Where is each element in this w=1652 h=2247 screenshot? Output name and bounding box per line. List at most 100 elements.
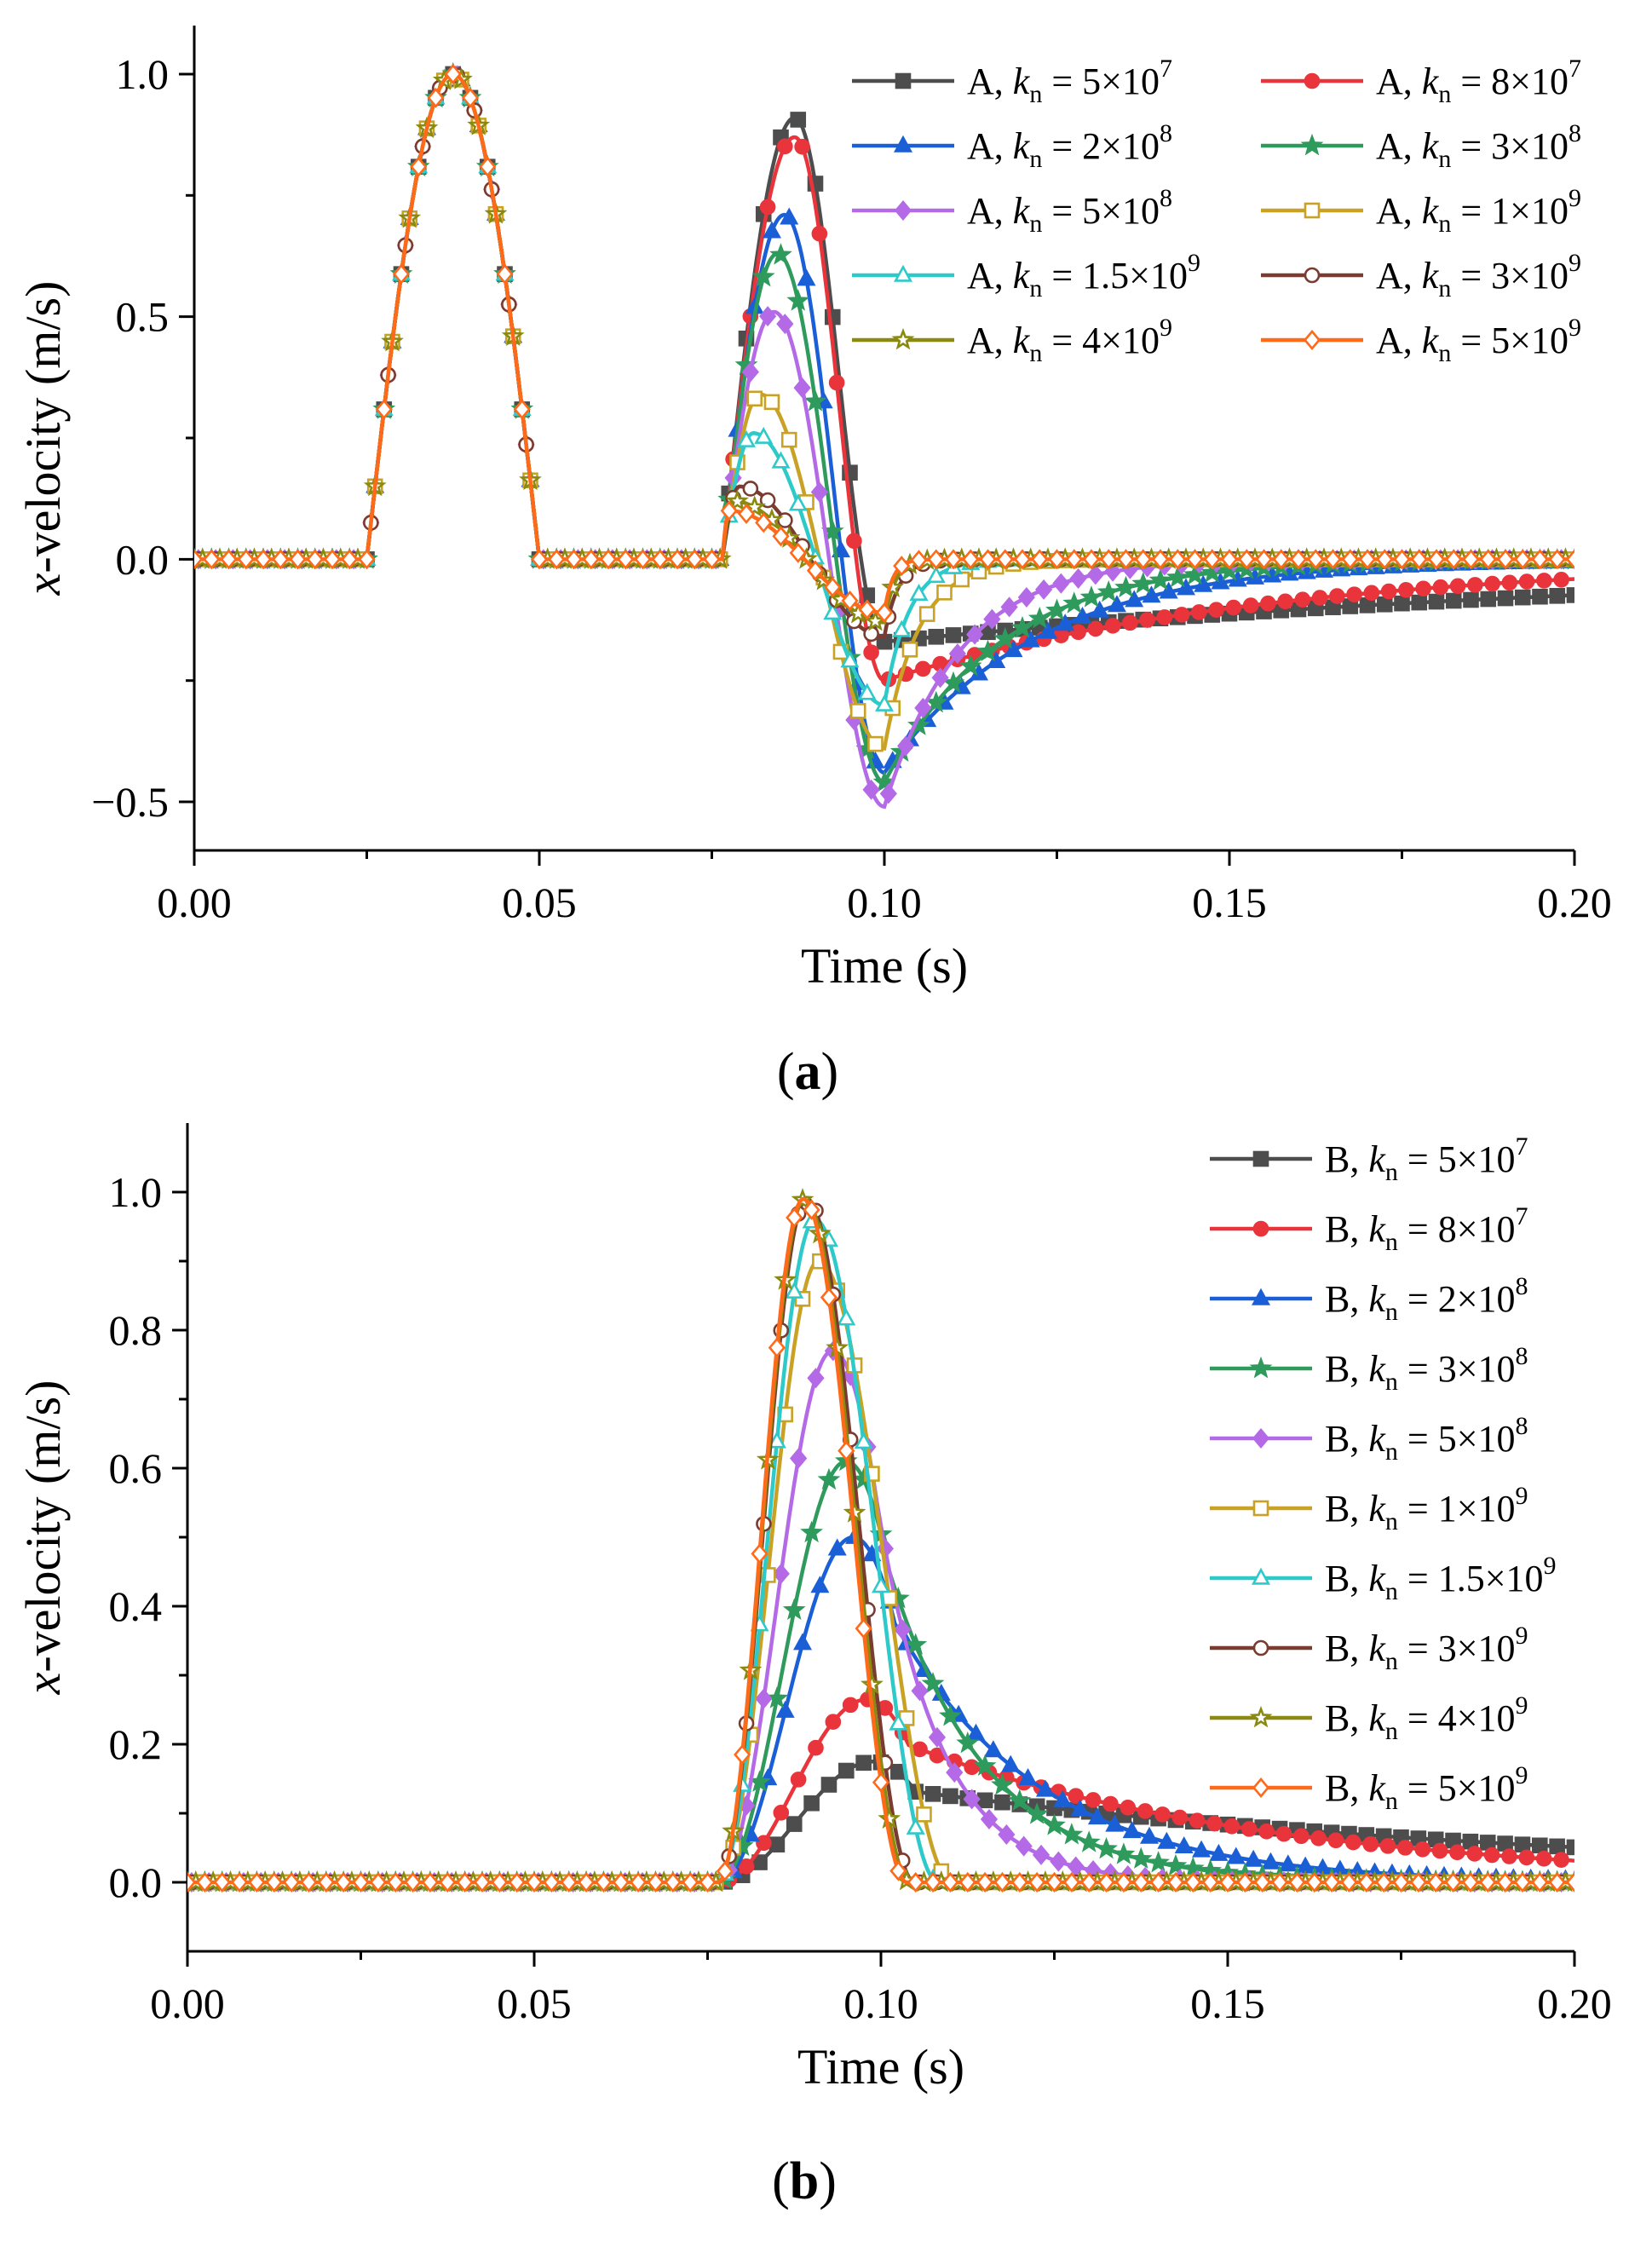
data-point (1090, 600, 1109, 618)
data-point (1548, 549, 1566, 570)
data-point (734, 1744, 751, 1766)
data-point (786, 1816, 803, 1832)
legend-item: A, kn = 2×108 (852, 119, 1172, 173)
data-point (461, 87, 480, 108)
data-point (1288, 1871, 1306, 1893)
data-point (1065, 549, 1083, 570)
data-point (1045, 598, 1068, 620)
data-point (525, 1871, 544, 1893)
data-point (942, 1788, 958, 1805)
data-point (1479, 1871, 1497, 1893)
data-point (963, 1789, 981, 1810)
data-point (1001, 1754, 1021, 1772)
data-point (897, 735, 915, 757)
data-point (924, 1786, 941, 1802)
x-tick-label: 0.15 (1190, 1979, 1265, 2027)
data-point (763, 394, 780, 411)
data-point (768, 1836, 786, 1852)
data-point (782, 1598, 806, 1620)
data-point (1497, 590, 1514, 607)
x-tick-label: 0.20 (1537, 879, 1612, 926)
legend-marker (894, 264, 912, 282)
data-point (976, 1792, 993, 1809)
data-point (1120, 1800, 1137, 1816)
data-point (823, 602, 843, 620)
data-point (1379, 1838, 1396, 1854)
data-point (820, 1287, 838, 1308)
data-point (1062, 1871, 1080, 1893)
data-point (1514, 549, 1532, 570)
legend-marker (1252, 1500, 1269, 1517)
data-point (1166, 1871, 1185, 1893)
data-point (1357, 1871, 1375, 1893)
data-point (1171, 1809, 1189, 1826)
data-point (375, 399, 393, 420)
data-point (220, 549, 238, 570)
data-point (789, 542, 807, 563)
data-point (1050, 1851, 1068, 1872)
legend-item: B, kn = 5×108 (1210, 1412, 1528, 1466)
data-point (1156, 609, 1173, 625)
data-point (1415, 580, 1431, 597)
data-point (1236, 1871, 1254, 1893)
data-point (1445, 592, 1462, 609)
data-point (1467, 577, 1483, 593)
data-point (1087, 1807, 1107, 1825)
data-point (1341, 549, 1359, 570)
data-point (444, 63, 462, 84)
data-point (1132, 1871, 1150, 1893)
y-tick-label: 1.0 (109, 1168, 163, 1216)
data-point (1549, 588, 1566, 604)
data-point (1518, 1849, 1535, 1866)
data-point (939, 1704, 962, 1726)
data-point (907, 713, 930, 735)
data-point (404, 1871, 422, 1893)
data-point (1174, 1836, 1194, 1854)
data-point (1398, 582, 1414, 598)
data-point (1346, 586, 1362, 602)
data-point (1070, 624, 1086, 641)
data-point (387, 1871, 405, 1893)
data-point (889, 1713, 908, 1731)
data-point (612, 1871, 630, 1893)
data-point (1060, 1823, 1084, 1845)
data-point (1242, 597, 1259, 614)
legend-label: A, kn = 1.5×109 (967, 249, 1200, 302)
data-point (1004, 640, 1023, 658)
data-point (1035, 1779, 1055, 1797)
data-point (196, 1871, 214, 1893)
y-axis-rest: -velocity (m/s) (15, 1380, 71, 1673)
data-point (1323, 1871, 1341, 1893)
data-point (983, 608, 1001, 630)
legend-label: A, kn = 5×109 (1376, 314, 1581, 367)
data-point (716, 1860, 734, 1882)
data-point (797, 268, 816, 286)
data-point (1270, 1871, 1289, 1893)
legend-item: B, kn = 3×108 (1210, 1342, 1528, 1396)
data-point (1147, 1851, 1170, 1873)
legend-marker (1252, 1427, 1270, 1449)
data-point (998, 1824, 1016, 1845)
data-point (1480, 591, 1497, 608)
data-point (878, 1806, 901, 1829)
legend-item: B, kn = 3×109 (1210, 1622, 1528, 1675)
data-point (427, 87, 445, 108)
data-point (910, 550, 928, 571)
data-point (1531, 549, 1549, 570)
data-point (1565, 1871, 1574, 1893)
data-point (1513, 1871, 1532, 1893)
data-point (1292, 1828, 1310, 1845)
data-point (1532, 588, 1548, 605)
y-axis-rest: -velocity (m/s) (15, 281, 71, 573)
data-point (1105, 1814, 1125, 1832)
data-point (1148, 568, 1172, 591)
data-point (1409, 1871, 1427, 1893)
data-point (1114, 1871, 1132, 1893)
data-point (771, 451, 791, 469)
legend-item: A, kn = 1×109 (1261, 184, 1581, 238)
data-point (962, 549, 980, 570)
data-point (1432, 579, 1449, 596)
data-point (682, 1871, 699, 1893)
data-point (1553, 1852, 1569, 1868)
data-point (1463, 591, 1479, 608)
